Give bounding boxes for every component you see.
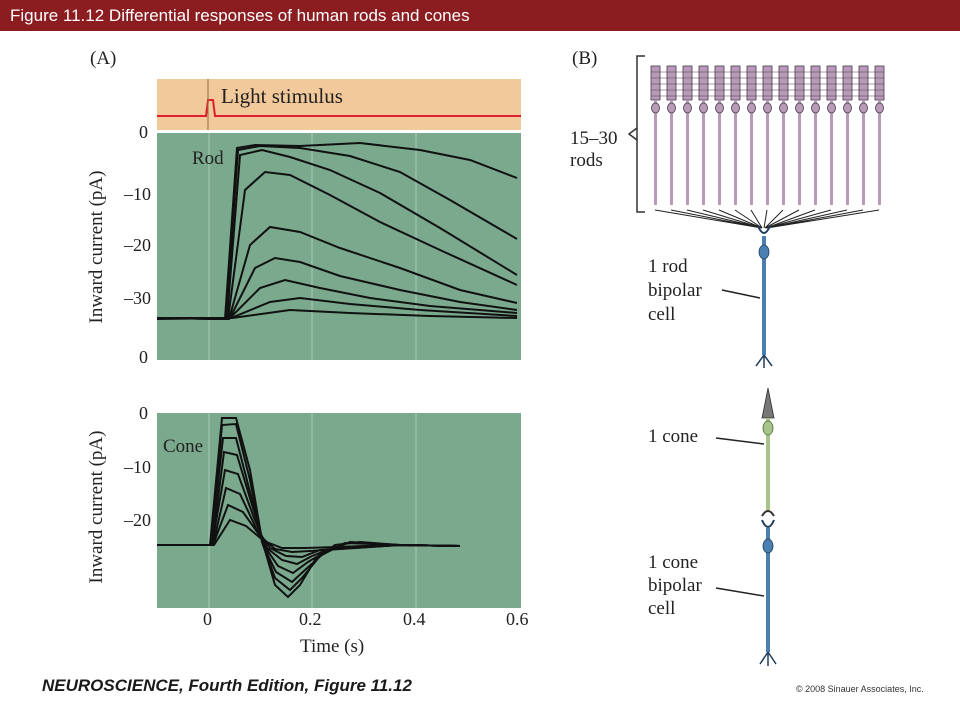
cone-y-axis-label: Inward current (pA) <box>86 430 107 584</box>
rod-bipolar-pointer <box>721 289 761 299</box>
rod-y-tick: –20 <box>124 235 151 255</box>
rod-cell <box>650 65 661 205</box>
stimulus-trace <box>157 99 521 117</box>
cone-bipolar-pointer <box>715 587 765 597</box>
rod-label: Rod <box>192 148 224 169</box>
cone-plot-area <box>157 413 521 608</box>
rod-y-tick: –30 <box>124 288 151 308</box>
panel-a-label: (A) <box>90 48 117 69</box>
rods-count-label: 15–30 <box>570 128 618 149</box>
rod-cell <box>858 65 869 205</box>
cone-cell <box>761 387 775 517</box>
cone-pointer <box>715 437 765 445</box>
copyright-notice: © 2008 Sinauer Associates, Inc. <box>796 684 924 694</box>
rod-y-axis-label: Inward current (pA) <box>86 170 107 324</box>
cone-y-tick: –20 <box>124 510 151 530</box>
rod-bipolar-label-line: 1 rod <box>648 256 688 277</box>
cone-label: Cone <box>163 436 204 457</box>
rod-cell <box>810 65 821 205</box>
rods-label: rods <box>570 150 603 171</box>
rod-cell <box>762 65 773 205</box>
rod-traces <box>156 141 518 321</box>
rod-cell <box>778 65 789 205</box>
figure-title: Figure 11.12 Differential responses of h… <box>0 0 960 31</box>
rod-grid <box>208 133 417 360</box>
rod-bipolar-label-line: cell <box>648 304 676 325</box>
book-citation: NEUROSCIENCE, Fourth Edition, Figure 11.… <box>42 676 412 695</box>
cone-bipolar-label-line: bipolar <box>648 575 702 596</box>
cone-y-tick: –10 <box>124 457 151 477</box>
rod-bipolar-label-line: bipolar <box>648 280 702 301</box>
stimulus-strip <box>157 79 521 130</box>
rod-cell <box>730 65 741 205</box>
x-tick: 0 <box>203 609 212 629</box>
rod-cell <box>826 65 837 205</box>
cone-traces <box>157 417 461 599</box>
rod-cell <box>874 65 885 205</box>
rod-cell <box>794 65 805 205</box>
cone-y-tick: 0 <box>139 403 148 423</box>
rod-cell <box>714 65 725 205</box>
rod-cell <box>666 65 677 205</box>
cone-bipolar-cell <box>759 519 777 666</box>
rod-y-tick: –10 <box>124 184 151 204</box>
rod-y-tick: 0 <box>139 122 148 142</box>
panel-b-label: (B) <box>572 48 598 69</box>
rod-cells <box>650 65 885 205</box>
cone-bipolar-label-line: cell <box>648 598 676 619</box>
x-tick: 0.2 <box>299 609 322 629</box>
x-axis-label: Time (s) <box>300 636 365 657</box>
rod-convergence <box>654 209 880 229</box>
rod-cell-striations <box>651 71 884 97</box>
rod-cell <box>682 65 693 205</box>
cone-label-b: 1 cone <box>648 426 699 447</box>
rods-bracket <box>627 55 645 213</box>
rod-cell <box>746 65 757 205</box>
stimulus-label: Light stimulus <box>221 84 343 108</box>
rod-plot-area <box>157 133 521 360</box>
rod-cell <box>842 65 853 205</box>
x-tick: 0.4 <box>403 609 426 629</box>
rod-bipolar-cell <box>755 225 773 368</box>
cone-grid <box>208 413 417 608</box>
rod-y-tick: 0 <box>139 347 148 367</box>
rod-cell <box>698 65 709 205</box>
cone-bipolar-label-line: 1 cone <box>648 552 699 573</box>
x-tick: 0.6 <box>506 609 529 629</box>
